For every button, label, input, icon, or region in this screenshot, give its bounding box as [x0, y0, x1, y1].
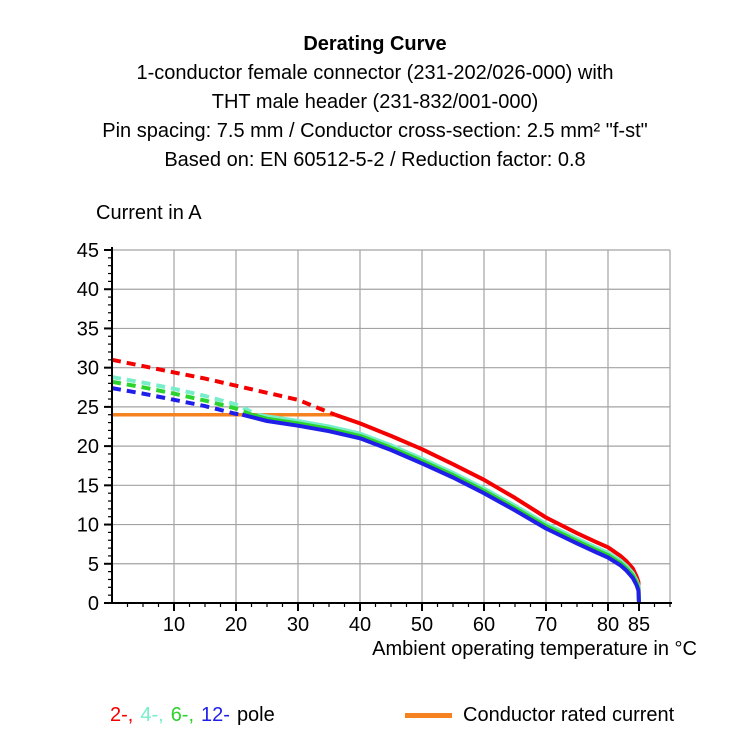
curve-6-pole-dashed [111, 379, 253, 417]
x-axis-label: Ambient operating temperature in °C [372, 638, 697, 660]
title-line-standard: Based on: EN 60512-5-2 / Reduction facto… [164, 149, 586, 171]
y-tick-label: 25 [77, 397, 99, 419]
x-tick-label: 60 [473, 614, 495, 636]
curve-12-pole-dashed [111, 386, 243, 417]
legend-pole-6: 6-, [170, 704, 195, 726]
curve-4-pole-dashed [111, 375, 259, 417]
y-tick-label: 45 [77, 240, 99, 262]
curve-4-pole-solid [257, 412, 641, 604]
legend-poles: 2-, 4-, 6-, 12- pole [110, 704, 275, 727]
legend-pole-2: 2-, [110, 704, 134, 726]
y-tick-label: 40 [77, 279, 99, 301]
title-line-connector: 1-conductor female connector (231-202/02… [136, 62, 614, 84]
x-tick-label: 50 [411, 614, 433, 636]
legend-rated-current: Conductor rated current [405, 704, 674, 727]
legend-pole-4: 4-, [140, 704, 164, 726]
x-tick-label: 20 [225, 614, 247, 636]
title-line-header: THT male header (231-832/001-000) [211, 91, 539, 113]
title-line-pin-spacing: Pin spacing: 7.5 mm / Conductor cross-se… [102, 120, 648, 142]
x-tick-label: 85 [628, 614, 650, 636]
curve-2-pole-solid [334, 412, 641, 604]
y-tick-label: 10 [77, 515, 99, 537]
title-block: Derating Curve 1-conductor female connec… [0, 30, 750, 175]
x-tick-label: 10 [163, 614, 185, 636]
curve-12-pole-solid [241, 412, 641, 604]
y-tick-label: 5 [88, 554, 99, 576]
y-axis-label: Current in A [96, 202, 202, 224]
y-tick-label: 35 [77, 318, 99, 340]
legend-pole-suffix: pole [236, 704, 275, 726]
curve-6-pole-solid [251, 412, 641, 604]
legend-rated-label: Conductor rated current [463, 704, 675, 726]
x-tick-label: 40 [349, 614, 371, 636]
x-tick-label: 70 [535, 614, 557, 636]
y-tick-label: 30 [77, 358, 99, 380]
y-tick-label: 0 [88, 593, 99, 615]
curve-2-pole-dashed [111, 357, 336, 417]
legend-pole-12: 12- [201, 704, 230, 726]
rated-current-line-swatch [405, 713, 452, 718]
chart-title: Derating Curve [303, 33, 447, 55]
y-tick-label: 15 [77, 475, 99, 497]
x-tick-label: 30 [287, 614, 309, 636]
y-tick-label: 20 [77, 436, 99, 458]
x-tick-label: 80 [597, 614, 619, 636]
